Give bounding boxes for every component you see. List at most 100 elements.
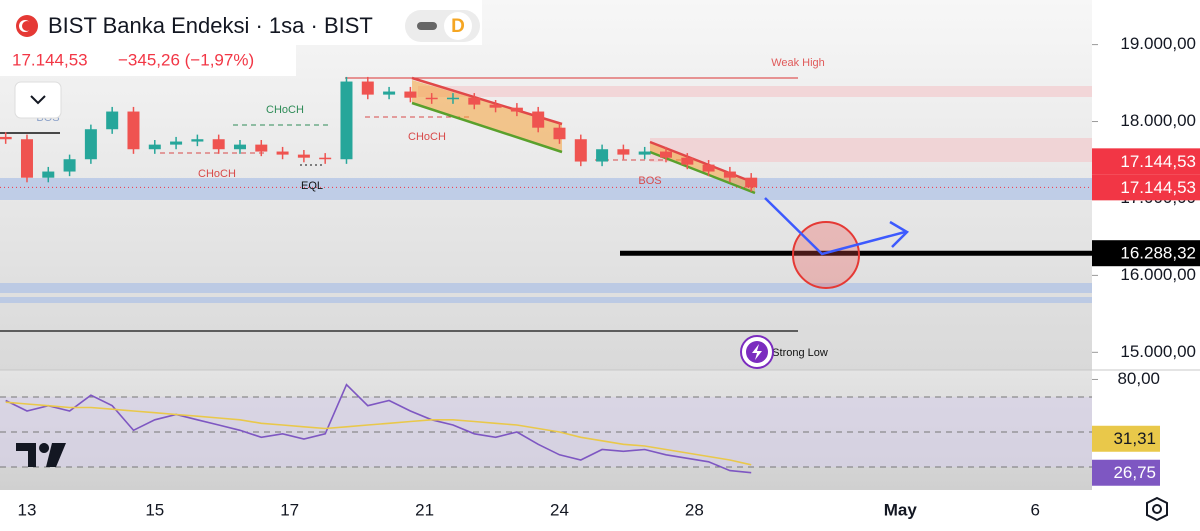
demand-zone bbox=[0, 283, 1092, 293]
price-tag-label: 17.144,53 bbox=[1120, 178, 1196, 197]
y-tick-label: 80,00 bbox=[1117, 369, 1160, 388]
x-tick-label: 21 bbox=[415, 500, 434, 519]
settings-icon[interactable] bbox=[1146, 496, 1168, 522]
candle-body bbox=[361, 81, 374, 95]
price-tag bbox=[1092, 174, 1200, 201]
y-tick-label: 15.000,00 bbox=[1120, 342, 1196, 361]
candle-body bbox=[702, 164, 715, 172]
value-tag bbox=[1092, 459, 1160, 486]
candle-body bbox=[84, 129, 97, 160]
annotation: CHoCH bbox=[198, 168, 236, 180]
collapse-button[interactable] bbox=[14, 81, 62, 119]
candle-body bbox=[681, 157, 694, 165]
candle-body bbox=[20, 139, 33, 178]
axes: 15.000,0016.000,0017.000,0018.000,0019.0… bbox=[18, 34, 1200, 519]
annotation: Strong Low bbox=[772, 347, 828, 359]
annotation: BOS bbox=[638, 175, 661, 187]
title: BIST Banka Endeksi · 1sa · BIST bbox=[48, 13, 373, 38]
logo bbox=[16, 443, 66, 467]
drawings: Weak High CHoCH CHoCH CHoCH EQL BOS BOS … bbox=[36, 57, 910, 369]
candle-body bbox=[510, 107, 523, 112]
wedge bbox=[650, 142, 755, 192]
badge-label: D bbox=[451, 16, 465, 37]
settings-dot bbox=[1152, 504, 1162, 514]
candle-body bbox=[191, 139, 204, 142]
demand-zone bbox=[0, 297, 1092, 303]
candle-body bbox=[170, 141, 183, 145]
value-tag-label: 26,75 bbox=[1113, 463, 1156, 482]
candle-body bbox=[446, 97, 459, 100]
candle-body bbox=[383, 91, 396, 95]
y-tick-label: 18.000,00 bbox=[1120, 111, 1196, 130]
price-tag bbox=[1092, 148, 1200, 175]
candle-body bbox=[659, 151, 672, 158]
candle-body bbox=[0, 136, 12, 140]
price-tag-label: 16.288,32 bbox=[1120, 244, 1196, 263]
last-price: 17.144,53 bbox=[12, 50, 88, 69]
x-tick-label: 6 bbox=[1030, 500, 1039, 519]
x-tick-label: 15 bbox=[145, 500, 164, 519]
rsi-line bbox=[5, 401, 752, 466]
candle-body bbox=[745, 177, 758, 188]
x-tick-label: 28 bbox=[685, 500, 704, 519]
candle-body bbox=[425, 97, 438, 100]
candle-body bbox=[340, 81, 353, 160]
rsi-line bbox=[5, 383, 752, 474]
y-tick-label: 19.000,00 bbox=[1120, 34, 1196, 53]
price-box bbox=[0, 45, 296, 76]
wedge-bottom bbox=[649, 150, 756, 195]
candle-body bbox=[319, 157, 332, 160]
price-tag-label: 17.144,53 bbox=[1120, 152, 1196, 171]
candle-body bbox=[106, 111, 119, 130]
y-tick-label: 16.000,00 bbox=[1120, 265, 1196, 284]
target-circle bbox=[792, 221, 860, 289]
candle-body bbox=[638, 151, 651, 155]
candle-body bbox=[617, 149, 630, 155]
candle-body bbox=[63, 159, 76, 172]
annotation: EQL bbox=[301, 180, 323, 192]
candle-body bbox=[42, 171, 55, 178]
value-tag bbox=[1092, 425, 1160, 452]
lightning bbox=[752, 344, 762, 360]
supply-zone bbox=[650, 138, 1092, 162]
price-tag bbox=[1092, 240, 1200, 267]
supply-zone bbox=[418, 86, 1092, 97]
candle-body bbox=[127, 111, 140, 150]
marks bbox=[0, 76, 1092, 474]
candle-body bbox=[574, 139, 587, 162]
demand-zone bbox=[0, 178, 1092, 200]
candle-body bbox=[723, 171, 736, 178]
candle-body bbox=[233, 144, 246, 150]
toggle-bar bbox=[417, 22, 437, 30]
header: BIST Banka Endeksi · 1sa · BIST D 17.144… bbox=[0, 0, 1168, 522]
annotation: Weak High bbox=[771, 57, 825, 69]
annotation: CHoCH bbox=[408, 131, 446, 143]
candle-body bbox=[596, 149, 609, 162]
header-box bbox=[0, 0, 482, 45]
candle-body bbox=[489, 104, 502, 108]
candle-body bbox=[297, 154, 310, 158]
time-axis bbox=[0, 490, 1200, 531]
x-tick-label: 13 bbox=[18, 500, 37, 519]
flag-moon-cut bbox=[22, 21, 32, 31]
wedge-top bbox=[649, 140, 756, 185]
candle-body bbox=[532, 111, 545, 128]
wedge-bottom bbox=[411, 101, 563, 154]
value-tag-label: 31,31 bbox=[1113, 429, 1156, 448]
x-tick-label: May bbox=[884, 500, 918, 519]
candle-body bbox=[255, 144, 268, 152]
x-tick-label: 24 bbox=[550, 500, 569, 519]
candle-body bbox=[468, 97, 481, 105]
candle-body bbox=[212, 139, 225, 150]
x-tick-label: 17 bbox=[280, 500, 299, 519]
candle-body bbox=[276, 151, 289, 155]
badge bbox=[444, 12, 472, 40]
candle-body bbox=[148, 144, 161, 150]
chevron bbox=[30, 95, 46, 105]
projection-arrow bbox=[764, 197, 906, 256]
arrow-head bbox=[889, 220, 910, 248]
price-change: −345,26 (−1,97%) bbox=[118, 50, 254, 69]
